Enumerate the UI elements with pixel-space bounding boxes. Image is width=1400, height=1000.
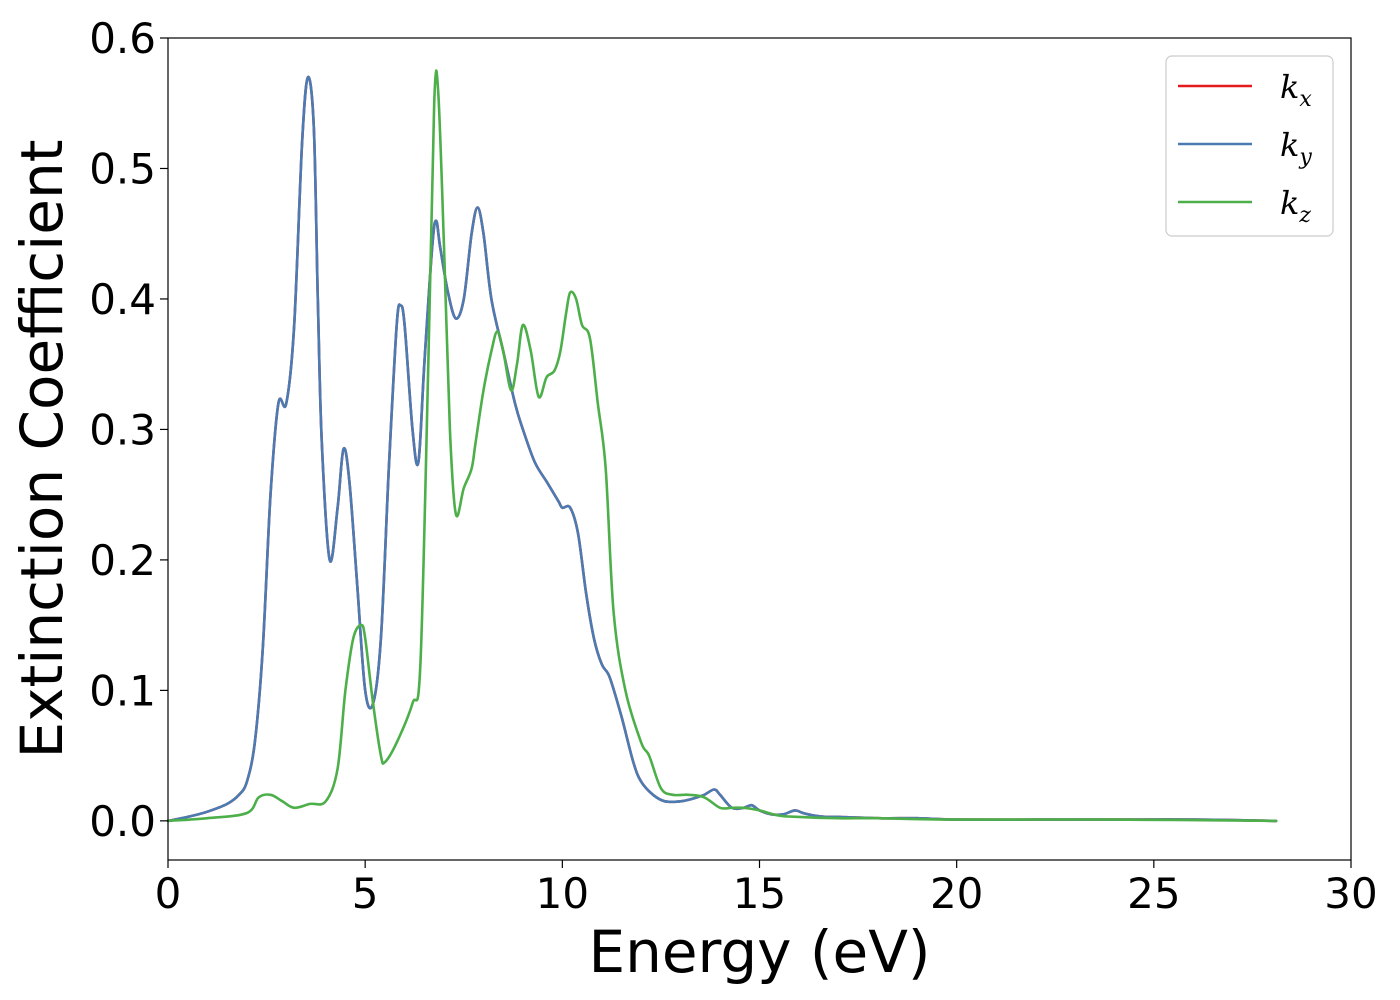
x-tick-label: 10: [536, 869, 589, 918]
legend-label: kx: [1280, 68, 1312, 112]
legend-box: [1165, 55, 1334, 237]
y-tick-label: 0.4: [89, 275, 156, 324]
series-lines: [166, 69, 1278, 823]
x-axis-title: Energy (eV): [588, 918, 930, 986]
x-tick-label: 20: [930, 869, 983, 918]
legend-label-sub: y: [1298, 145, 1312, 170]
legend-label: kz: [1280, 184, 1311, 228]
y-tick-label: 0.0: [89, 797, 156, 846]
legend-label-main: k: [1280, 68, 1299, 106]
x-tick-label: 5: [352, 869, 379, 918]
x-axis: 0 5 10 15 20 25 30: [155, 860, 1378, 918]
y-tick-label: 0.5: [89, 144, 156, 193]
y-tick-label: 0.6: [89, 14, 156, 63]
y-tick-label: 0.2: [89, 536, 156, 585]
legend-label-main: k: [1280, 126, 1299, 164]
series-line-k-x: [166, 75, 1278, 823]
y-axis-title: Extinction Coefficient: [8, 140, 76, 759]
legend-label: ky: [1280, 126, 1312, 170]
x-tick-label: 25: [1127, 869, 1180, 918]
legend-label-sub: z: [1298, 203, 1311, 228]
y-axis: 0.0 0.1 0.2 0.3 0.4 0.5 0.6: [89, 14, 168, 846]
series-line-k-z: [166, 69, 1278, 823]
x-tick-label: 15: [733, 869, 786, 918]
series-line-k-y: [166, 75, 1278, 823]
x-tick-label: 30: [1324, 869, 1377, 918]
y-tick-label: 0.1: [89, 666, 156, 715]
x-tick-label: 0: [155, 869, 182, 918]
legend-label-main: k: [1280, 184, 1299, 222]
y-tick-label: 0.3: [89, 405, 156, 454]
legend-label-sub: x: [1299, 87, 1312, 112]
